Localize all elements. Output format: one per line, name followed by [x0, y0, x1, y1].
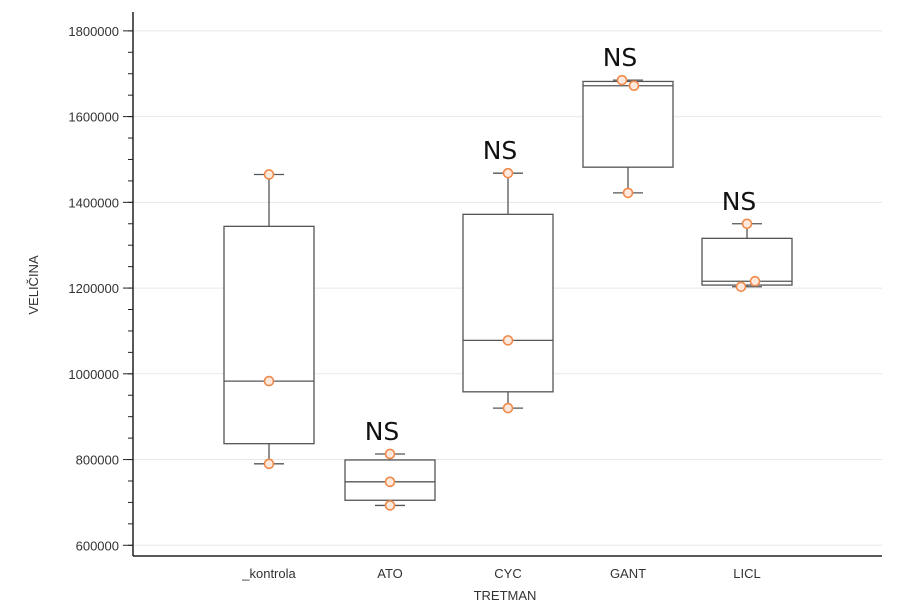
- x-tick-label: ATO: [377, 566, 403, 581]
- x-tick-label: _kontrola: [241, 566, 296, 581]
- y-axis: 600000 800000 1000000 1200000 1400000 1600000…: [68, 12, 134, 556]
- data-point: [502, 335, 514, 346]
- x-tick-label: LICL: [733, 566, 760, 581]
- box-_kontrola: [223, 225, 315, 445]
- significance-label: NS: [603, 43, 638, 72]
- x-axis: _kontrola ATO CYC GANT LICL: [133, 555, 882, 581]
- data-point: [263, 375, 275, 387]
- y-axis-title: VELIČINA: [26, 255, 41, 315]
- data-point: [384, 476, 396, 488]
- y-tick-label: 1000000: [68, 367, 119, 382]
- data-point: [628, 80, 640, 92]
- significance-label: NS: [365, 417, 400, 446]
- data-point: [622, 187, 634, 199]
- y-tick-label: 1600000: [68, 110, 119, 125]
- x-tick-label: CYC: [494, 566, 521, 581]
- data-point: [735, 281, 747, 293]
- box-CYC: [462, 213, 554, 393]
- boxes-layer: [223, 74, 793, 511]
- data-point: [384, 448, 396, 460]
- data-point: [384, 500, 396, 511]
- data-point: [616, 74, 628, 86]
- data-point: [263, 458, 275, 470]
- y-tick-label: 600000: [76, 538, 119, 553]
- significance-label: NS: [483, 136, 518, 165]
- y-tick-label: 1800000: [68, 24, 119, 39]
- y-tick-label: 1200000: [68, 281, 119, 296]
- box-LICL: [701, 237, 793, 286]
- data-point: [502, 402, 514, 414]
- data-point: [749, 275, 761, 287]
- annotations-layer: NS NS NS NS: [365, 43, 757, 446]
- data-point: [263, 169, 275, 180]
- x-tick-label: GANT: [610, 566, 646, 581]
- data-point: [502, 167, 514, 179]
- significance-label: NS: [722, 187, 757, 216]
- data-point: [741, 218, 753, 230]
- box-GANT: [582, 80, 674, 168]
- y-tick-label: 1400000: [68, 195, 119, 210]
- x-axis-title: TRETMAN: [474, 588, 537, 603]
- y-tick-label: 800000: [76, 453, 119, 468]
